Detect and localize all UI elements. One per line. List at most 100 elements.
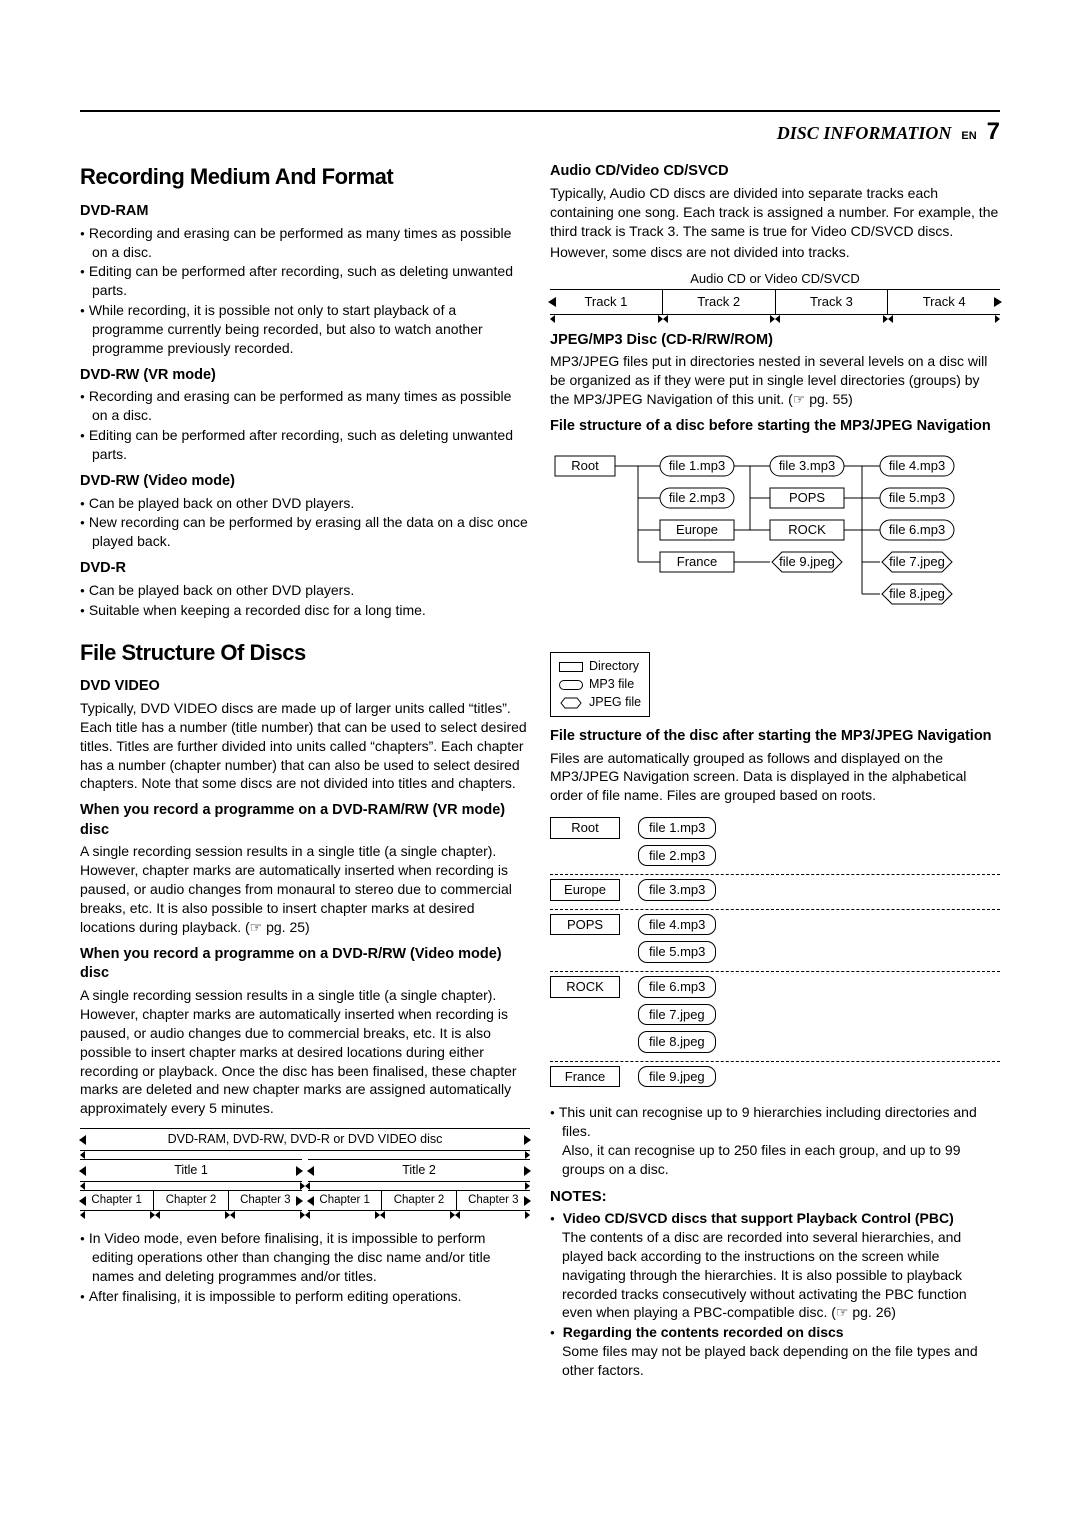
header-rule (80, 110, 1000, 112)
group-file: file 3.mp3 (638, 879, 716, 901)
group-block: France file 9.jpeg (550, 1062, 1000, 1096)
note-text: Some files may not be played back depend… (562, 1343, 978, 1378)
para-rec-vr: A single recording session results in a … (80, 842, 530, 936)
track-diagram: Audio CD or Video CD/SVCD Track 1 Track … (550, 270, 1000, 323)
track-cell: Track 1 (550, 290, 662, 314)
list-dvd-r: Can be played back on other DVD players.… (80, 581, 530, 620)
svg-text:file 9.jpeg: file 9.jpeg (779, 554, 835, 569)
list-item: After finalising, it is impossible to pe… (80, 1287, 530, 1306)
svg-text:Europe: Europe (676, 522, 718, 537)
tree-before-diagram: Root file 1.mp3 file 3.mp3 file 4.mp3 fi… (550, 446, 1000, 717)
list-dvd-rw-video: Can be played back on other DVD players.… (80, 494, 530, 552)
para-jpeg-mp3: MP3/JPEG files put in directories nested… (550, 352, 1000, 409)
diagram-chapter: Chapter 2 (154, 1190, 228, 1212)
list-item: Can be played back on other DVD players. (80, 581, 530, 600)
para-audio-1: Typically, Audio CD discs are divided in… (550, 184, 1000, 241)
svg-text:file 6.mp3: file 6.mp3 (889, 522, 945, 537)
list-item: This unit can recognise up to 9 hierarch… (550, 1103, 1000, 1179)
svg-text:file 5.mp3: file 5.mp3 (889, 490, 945, 505)
list-item: Can be played back on other DVD players. (80, 494, 530, 513)
svg-text:file 1.mp3: file 1.mp3 (669, 458, 725, 473)
group-dir: ROCK (550, 976, 620, 998)
group-file: file 7.jpeg (638, 1004, 716, 1026)
diagram-caption: DVD-RAM, DVD-RW, DVD-R or DVD VIDEO disc (80, 1128, 530, 1151)
heading-file-structure: File Structure Of Discs (80, 638, 530, 668)
para-dvd-video: Typically, DVD VIDEO discs are made up o… (80, 699, 530, 793)
svg-text:ROCK: ROCK (788, 522, 826, 537)
group-dir: France (550, 1066, 620, 1088)
group-file: file 9.jpeg (638, 1066, 716, 1088)
heading-recording: Recording Medium And Format (80, 162, 530, 192)
list-post-diagram: In Video mode, even before finalising, i… (80, 1229, 530, 1306)
note-item: Video CD/SVCD discs that support Playbac… (550, 1209, 1000, 1322)
notes-heading: NOTES: (550, 1187, 1000, 1207)
list-item: Recording and erasing can be performed a… (80, 224, 530, 262)
track-cell: Track 2 (662, 290, 775, 314)
subhead-dvd-rw-vr: DVD-RW (VR mode) (80, 366, 530, 386)
track-cell: Track 3 (775, 290, 888, 314)
list-item: Editing can be performed after recording… (80, 262, 530, 300)
group-file: file 2.mp3 (638, 845, 716, 867)
page-number: 7 (987, 116, 1000, 148)
legend-label: Directory (589, 658, 639, 675)
section-title: DISC INFORMATION (777, 121, 952, 145)
svg-text:POPS: POPS (789, 490, 825, 505)
list-after-notes: This unit can recognise up to 9 hierarch… (550, 1103, 1000, 1179)
track-cell: Track 4 (887, 290, 1000, 314)
svg-text:file 8.jpeg: file 8.jpeg (889, 586, 945, 601)
page-header: DISC INFORMATION EN 7 (80, 116, 1000, 148)
note-bold: Regarding the contents recorded on discs (563, 1324, 844, 1340)
subhead-before-nav: File structure of a disc before starting… (550, 417, 1000, 437)
group-file: file 4.mp3 (638, 914, 716, 936)
group-dir: POPS (550, 914, 620, 936)
group-dir: Root (550, 817, 620, 839)
legend-dir-icon (559, 662, 583, 672)
group-block: Europe file 3.mp3 (550, 875, 1000, 910)
svg-text:file 7.jpeg: file 7.jpeg (889, 554, 945, 569)
svg-text:file 2.mp3: file 2.mp3 (669, 490, 725, 505)
right-column: Audio CD/Video CD/SVCD Typically, Audio … (550, 158, 1000, 1381)
group-block: ROCK file 6.mp3 file 7.jpeg file 8.jpeg (550, 972, 1000, 1062)
svg-text:file 4.mp3: file 4.mp3 (889, 458, 945, 473)
groups-after-diagram: Root file 1.mp3 file 2.mp3 Europe file 3… (550, 813, 1000, 1095)
para-after-nav: Files are automatically grouped as follo… (550, 749, 1000, 806)
group-file: file 5.mp3 (638, 941, 716, 963)
group-block: Root file 1.mp3 file 2.mp3 (550, 813, 1000, 875)
note-bold: Video CD/SVCD discs that support Playbac… (563, 1210, 954, 1226)
para-audio-2: However, some discs are not divided into… (550, 243, 1000, 262)
diagram-caption: Audio CD or Video CD/SVCD (550, 270, 1000, 288)
left-column: Recording Medium And Format DVD-RAM Reco… (80, 158, 530, 1381)
group-file: file 6.mp3 (638, 976, 716, 998)
legend-mp3-icon (559, 680, 583, 690)
subhead-audio-cd: Audio CD/Video CD/SVCD (550, 162, 1000, 182)
legend-label: MP3 file (589, 676, 634, 693)
diagram-chapter: Chapter 3 (229, 1190, 302, 1212)
content-columns: Recording Medium And Format DVD-RAM Reco… (80, 158, 1000, 1381)
legend-jpeg-icon (559, 697, 583, 709)
list-item: Editing can be performed after recording… (80, 426, 530, 464)
dvd-structure-diagram: DVD-RAM, DVD-RW, DVD-R or DVD VIDEO disc… (80, 1128, 530, 1219)
tree-legend: Directory MP3 file JPEG file (550, 652, 650, 717)
diagram-chapter: Chapter 3 (457, 1190, 530, 1212)
subhead-dvd-video: DVD VIDEO (80, 677, 530, 697)
diagram-chapter: Chapter 2 (382, 1190, 456, 1212)
list-item: Recording and erasing can be performed a… (80, 387, 530, 425)
group-file: file 1.mp3 (638, 817, 716, 839)
note-text: The contents of a disc are recorded into… (562, 1229, 967, 1321)
group-block: POPS file 4.mp3 file 5.mp3 (550, 910, 1000, 972)
list-item: In Video mode, even before finalising, i… (80, 1229, 530, 1286)
list-item: While recording, it is possible not only… (80, 301, 530, 358)
subhead-dvd-ram: DVD-RAM (80, 202, 530, 222)
note-item: Regarding the contents recorded on discs… (550, 1323, 1000, 1380)
subhead-dvd-rw-video: DVD-RW (Video mode) (80, 472, 530, 492)
list-dvd-rw-vr: Recording and erasing can be performed a… (80, 387, 530, 464)
list-item: Suitable when keeping a recorded disc fo… (80, 601, 530, 620)
diagram-chapter: Chapter 1 (80, 1190, 154, 1212)
svg-text:file 3.mp3: file 3.mp3 (779, 458, 835, 473)
svg-text:France: France (677, 554, 717, 569)
subhead-rec-video: When you record a programme on a DVD-R/R… (80, 945, 530, 984)
lang-code: EN (961, 129, 976, 144)
svg-text:Root: Root (571, 458, 599, 473)
list-dvd-ram: Recording and erasing can be performed a… (80, 224, 530, 358)
legend-label: JPEG file (589, 694, 641, 711)
